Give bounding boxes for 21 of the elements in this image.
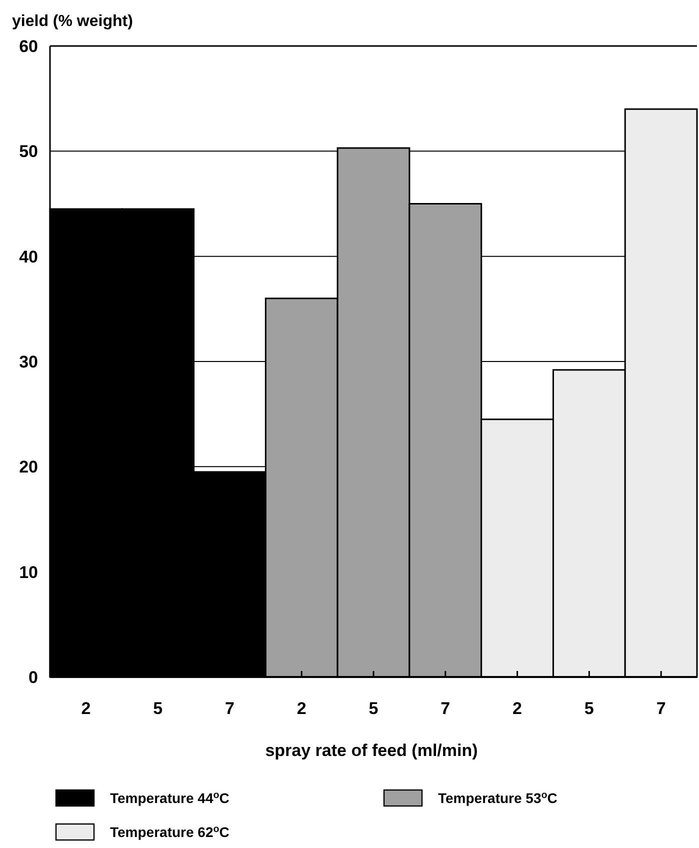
x-axis-title: spray rate of feed (ml/min) [265,741,478,760]
y-tick-label: 30 [19,352,38,372]
y-tick-label: 20 [19,458,38,477]
x-tick-label: 2 [81,699,91,718]
y-tick-label: 40 [19,247,38,266]
x-tick-label: 5 [153,699,163,718]
legend-label: Temperature 62$^{o}$C [110,824,230,840]
x-tick-label: 5 [584,699,594,718]
y-tick-label: 60 [19,36,38,56]
x-tick-label: 2 [296,699,306,718]
y-tick-label: 0 [28,668,38,687]
legend-label: Temperature 44$^{o}$C [110,790,230,806]
y-tick-label: 50 [19,142,38,162]
y-tick-label: 10 [19,562,38,582]
x-tick-label: 7 [224,699,234,718]
x-tick-label: 7 [656,699,666,718]
x-tick-label: 7 [440,699,450,718]
y-axis-title: yield (% weight) [12,13,133,30]
legend-label: Temperature 53$^{o}$C [438,790,558,806]
x-tick-label: 5 [368,699,378,718]
x-tick-label: 2 [512,699,522,718]
